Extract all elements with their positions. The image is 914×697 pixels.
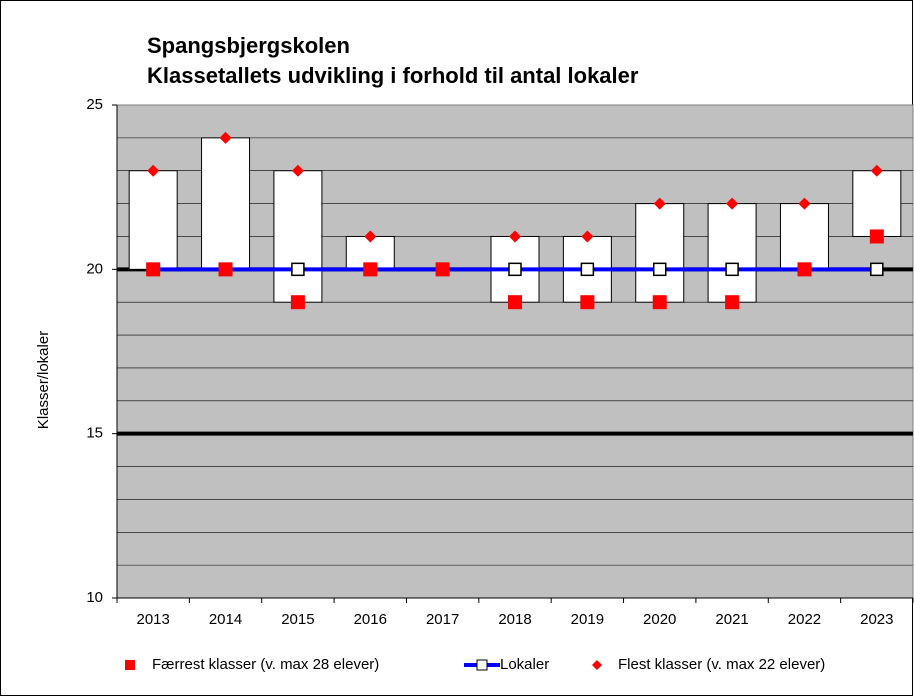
legend-label: Flest klasser (v. max 22 elever) xyxy=(618,656,825,673)
updown-bar xyxy=(201,137,251,270)
square-marker xyxy=(508,295,522,310)
legend-label: Lokaler xyxy=(500,656,549,673)
square-marker xyxy=(363,262,378,277)
diamond-marker xyxy=(364,230,377,243)
x-tick-label: 2020 xyxy=(643,611,676,628)
line-marker xyxy=(725,262,739,277)
diamond-marker xyxy=(436,263,449,276)
line-marker xyxy=(652,262,667,277)
y-axis-label: Klasser/lokaler xyxy=(35,331,52,429)
x-tick-label: 2017 xyxy=(426,611,459,628)
x-tick-label: 2015 xyxy=(281,611,314,628)
updown-bar xyxy=(128,170,178,270)
diamond-marker xyxy=(581,230,594,243)
square-marker xyxy=(797,262,812,277)
updown-bar xyxy=(635,203,685,303)
legend-label: Færrest klasser (v. max 28 elever) xyxy=(152,656,379,673)
y-tick-label: 10 xyxy=(86,589,103,606)
diamond-marker xyxy=(653,197,666,210)
line-marker xyxy=(580,262,595,277)
y-tick-label: 15 xyxy=(86,425,103,442)
updown-bar xyxy=(779,203,829,270)
diamond-marker xyxy=(509,230,521,243)
x-tick-label: 2013 xyxy=(136,611,169,628)
diamond-marker xyxy=(798,197,811,210)
updown-bar xyxy=(852,170,902,237)
square-marker xyxy=(725,295,740,310)
legend-marker xyxy=(592,660,602,670)
line-marker xyxy=(508,262,522,277)
diamond-marker xyxy=(726,197,739,210)
square-marker xyxy=(290,295,305,310)
updown-bar xyxy=(707,203,757,303)
x-tick-label: 2016 xyxy=(354,611,387,628)
chart-title: Klassetallets udvikling i forhold til an… xyxy=(147,63,639,88)
x-tick-label: 2018 xyxy=(498,611,531,628)
line-marker xyxy=(870,262,884,277)
diamond-marker xyxy=(219,131,232,144)
y-tick-label: 20 xyxy=(86,260,103,277)
square-marker xyxy=(146,262,161,277)
legend-marker xyxy=(476,659,488,671)
x-tick-label: 2019 xyxy=(571,611,604,628)
x-tick-label: 2023 xyxy=(860,611,893,628)
x-tick-label: 2021 xyxy=(715,611,748,628)
square-marker xyxy=(218,262,233,277)
legend-marker xyxy=(125,660,135,670)
square-marker xyxy=(580,295,595,310)
x-tick-label: 2014 xyxy=(209,611,242,628)
diamond-marker xyxy=(291,164,304,177)
diamond-marker xyxy=(870,164,883,177)
square-marker xyxy=(869,229,884,244)
diamond-marker xyxy=(147,164,160,177)
line-marker xyxy=(291,262,305,277)
x-tick-label: 2022 xyxy=(788,611,821,628)
square-marker xyxy=(652,295,667,310)
chart-title: Spangsbjergskolen xyxy=(147,33,350,58)
updown-bar xyxy=(273,170,323,303)
y-tick-label: 25 xyxy=(86,96,103,113)
